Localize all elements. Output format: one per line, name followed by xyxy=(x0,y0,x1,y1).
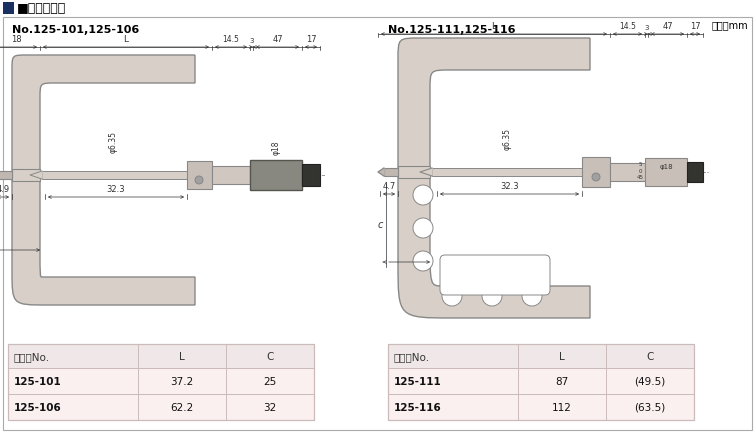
Circle shape xyxy=(442,286,462,306)
Text: 47: 47 xyxy=(662,22,673,31)
Text: コードNo.: コードNo. xyxy=(394,352,430,362)
Text: 125-116: 125-116 xyxy=(394,403,442,413)
Text: 125-106: 125-106 xyxy=(14,403,62,413)
Text: 47: 47 xyxy=(273,35,283,44)
Circle shape xyxy=(413,218,433,238)
Text: φ6.35: φ6.35 xyxy=(109,131,118,153)
Circle shape xyxy=(413,251,433,271)
Bar xyxy=(302,164,320,186)
Text: (49.5): (49.5) xyxy=(634,377,666,387)
Text: φ18: φ18 xyxy=(659,164,673,170)
Text: 4.9: 4.9 xyxy=(0,185,10,194)
Bar xyxy=(8,394,314,420)
Polygon shape xyxy=(378,168,384,176)
Text: c: c xyxy=(378,220,383,230)
Text: L: L xyxy=(179,352,185,362)
Circle shape xyxy=(195,176,203,184)
Text: (63.5): (63.5) xyxy=(634,403,666,413)
Bar xyxy=(187,161,212,189)
Text: 17: 17 xyxy=(689,22,701,31)
Bar xyxy=(8,344,314,420)
Bar xyxy=(687,162,703,182)
Text: 37.2: 37.2 xyxy=(171,377,193,387)
Bar xyxy=(398,166,430,178)
Text: 14.5: 14.5 xyxy=(223,35,239,44)
Text: 25: 25 xyxy=(263,377,276,387)
Polygon shape xyxy=(420,168,432,176)
Text: C: C xyxy=(267,352,273,362)
Text: コードNo.: コードNo. xyxy=(14,352,50,362)
PathPatch shape xyxy=(12,55,195,305)
Bar xyxy=(432,168,585,176)
Bar xyxy=(388,394,694,420)
Bar xyxy=(645,158,687,186)
Bar xyxy=(3,2,14,14)
Text: 32.3: 32.3 xyxy=(500,182,519,191)
Text: 32: 32 xyxy=(263,403,276,413)
Text: 112: 112 xyxy=(552,403,572,413)
Text: 125-111: 125-111 xyxy=(394,377,442,387)
Text: L: L xyxy=(559,352,565,362)
Circle shape xyxy=(482,286,502,306)
Text: 3: 3 xyxy=(644,25,649,31)
Bar xyxy=(388,344,694,420)
PathPatch shape xyxy=(398,38,590,318)
Bar xyxy=(388,344,694,368)
Text: 4.7: 4.7 xyxy=(382,182,396,191)
Bar xyxy=(42,171,190,179)
Bar xyxy=(610,163,645,181)
Text: 87: 87 xyxy=(556,377,569,387)
Bar xyxy=(212,166,250,184)
Text: 18: 18 xyxy=(11,35,21,44)
Bar xyxy=(12,169,40,181)
Text: 125-101: 125-101 xyxy=(14,377,62,387)
Text: 45: 45 xyxy=(636,175,643,180)
Bar xyxy=(582,157,610,187)
Bar xyxy=(8,368,314,394)
FancyBboxPatch shape xyxy=(440,255,550,295)
Text: No.125-111,125-116: No.125-111,125-116 xyxy=(388,25,516,35)
Text: 14.5: 14.5 xyxy=(619,22,636,31)
Bar xyxy=(8,344,314,368)
Text: 0: 0 xyxy=(638,169,642,174)
Text: 32.3: 32.3 xyxy=(106,185,125,194)
Text: C: C xyxy=(646,352,654,362)
Circle shape xyxy=(592,173,600,181)
Bar xyxy=(0,171,12,179)
Text: 62.2: 62.2 xyxy=(171,403,193,413)
Text: 17: 17 xyxy=(306,35,316,44)
Text: φ6.35: φ6.35 xyxy=(503,128,511,150)
Circle shape xyxy=(413,185,433,205)
Circle shape xyxy=(522,286,542,306)
Text: L: L xyxy=(124,35,128,44)
Text: No.125-101,125-106: No.125-101,125-106 xyxy=(12,25,139,35)
Text: ■外観寸法図: ■外観寸法図 xyxy=(17,3,66,16)
Polygon shape xyxy=(30,171,42,179)
Bar xyxy=(388,368,694,394)
Bar xyxy=(384,168,398,176)
Text: φ18: φ18 xyxy=(272,140,281,155)
Text: 単位：mm: 単位：mm xyxy=(711,20,748,30)
Text: 5: 5 xyxy=(638,162,642,167)
Text: L: L xyxy=(492,22,497,31)
Text: 3: 3 xyxy=(249,38,254,44)
Bar xyxy=(250,160,302,190)
